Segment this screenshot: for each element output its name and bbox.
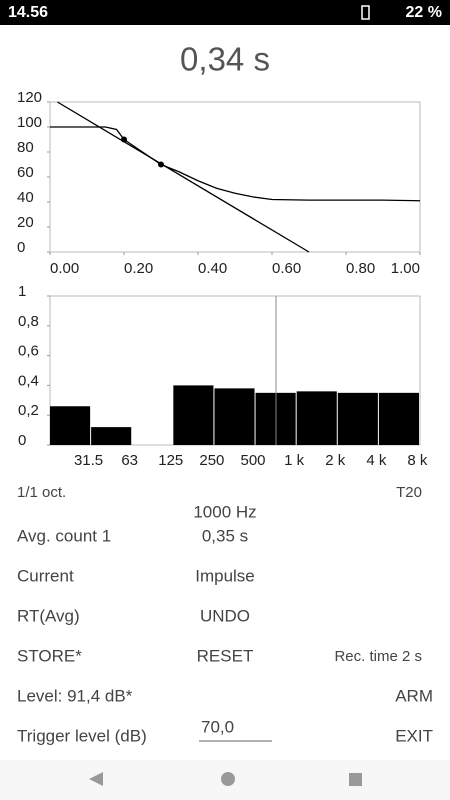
status-battery: 22 % bbox=[406, 4, 442, 21]
decay-point bbox=[121, 136, 127, 143]
reset-button[interactable]: RESET bbox=[197, 646, 254, 665]
bar bbox=[214, 388, 255, 445]
level-readout: Level: 91,4 dB* bbox=[17, 686, 133, 705]
y-tick-label: 0,2 bbox=[18, 402, 39, 419]
x-tick-label: 0.80 bbox=[346, 260, 375, 277]
bar bbox=[173, 385, 214, 445]
arm-button[interactable]: ARM bbox=[395, 686, 433, 705]
charts: 0 20 40 60 80 100 120 0.00 0.20 0.40 0.60 0.80 1.00 0… bbox=[17, 89, 428, 469]
x-tick-label: 0.20 bbox=[124, 260, 153, 277]
x-tick-label: 500 bbox=[240, 452, 265, 469]
rec-time[interactable]: Rec. time 2 s bbox=[334, 648, 422, 665]
x-tick-label: 250 bbox=[199, 452, 224, 469]
decay-line bbox=[57, 101, 310, 253]
exit-button[interactable]: EXIT bbox=[395, 726, 433, 745]
status-bar bbox=[0, 0, 450, 25]
battery-icon bbox=[361, 5, 370, 20]
x-tick-label: 0.00 bbox=[50, 260, 79, 277]
bar bbox=[337, 392, 378, 445]
x-tick-label: 63 bbox=[121, 452, 138, 469]
y-tick-label: 0,6 bbox=[18, 343, 39, 360]
store-button[interactable]: STORE* bbox=[17, 646, 82, 665]
bar bbox=[378, 392, 419, 445]
nav-recent[interactable] bbox=[349, 773, 362, 786]
rt-avg-button[interactable]: RT(Avg) bbox=[17, 606, 80, 625]
y-tick-label: 60 bbox=[17, 164, 34, 181]
x-tick-label: 8 k bbox=[407, 452, 428, 469]
band-frequency: 1000 Hz bbox=[193, 502, 256, 521]
band-resolution: 1/1 oct. bbox=[17, 484, 66, 501]
y-tick-label: 0,8 bbox=[18, 313, 39, 330]
x-tick-label: 4 k bbox=[366, 452, 387, 469]
y-tick-label: 0 bbox=[17, 239, 25, 256]
decay-point bbox=[158, 161, 164, 168]
x-tick-label: 1.00 bbox=[391, 260, 420, 277]
x-tick-label: 1 k bbox=[284, 452, 305, 469]
y-tick-label: 0 bbox=[18, 432, 26, 449]
y-tick-label: 80 bbox=[17, 139, 34, 156]
bar bbox=[296, 391, 337, 445]
y-tick-label: 40 bbox=[17, 189, 34, 206]
avg-count: Avg. count 1 bbox=[17, 526, 111, 545]
x-tick-label: 125 bbox=[158, 452, 183, 469]
y-tick-label: 100 bbox=[17, 114, 42, 131]
nav-back[interactable] bbox=[89, 772, 103, 786]
band-metric: T20 bbox=[396, 484, 422, 501]
bar bbox=[91, 427, 132, 445]
trigger-label: Trigger level (dB) bbox=[17, 726, 147, 745]
impulse-button[interactable]: Impulse bbox=[195, 566, 255, 585]
trigger-input[interactable]: 70,0 bbox=[201, 717, 234, 736]
x-tick-label: 0.40 bbox=[198, 260, 227, 277]
y-tick-label: 0,4 bbox=[18, 372, 39, 389]
bar bbox=[50, 406, 91, 445]
result-title: 0,34 s bbox=[180, 41, 270, 78]
avg-value: 0,35 s bbox=[202, 526, 248, 545]
x-tick-label: 0.60 bbox=[272, 260, 301, 277]
decay-line bbox=[50, 126, 421, 202]
undo-button[interactable]: UNDO bbox=[200, 606, 250, 625]
current-button[interactable]: Current bbox=[17, 566, 74, 585]
nav-home[interactable] bbox=[221, 772, 235, 786]
status-time: 14.56 bbox=[8, 4, 48, 21]
decay-frame bbox=[49, 101, 421, 253]
y-tick-label: 1 bbox=[18, 283, 26, 300]
y-tick-label: 120 bbox=[17, 89, 42, 106]
y-tick-label: 20 bbox=[17, 214, 34, 231]
x-tick-label: 2 k bbox=[325, 452, 346, 469]
x-tick-label: 31.5 bbox=[74, 452, 103, 469]
